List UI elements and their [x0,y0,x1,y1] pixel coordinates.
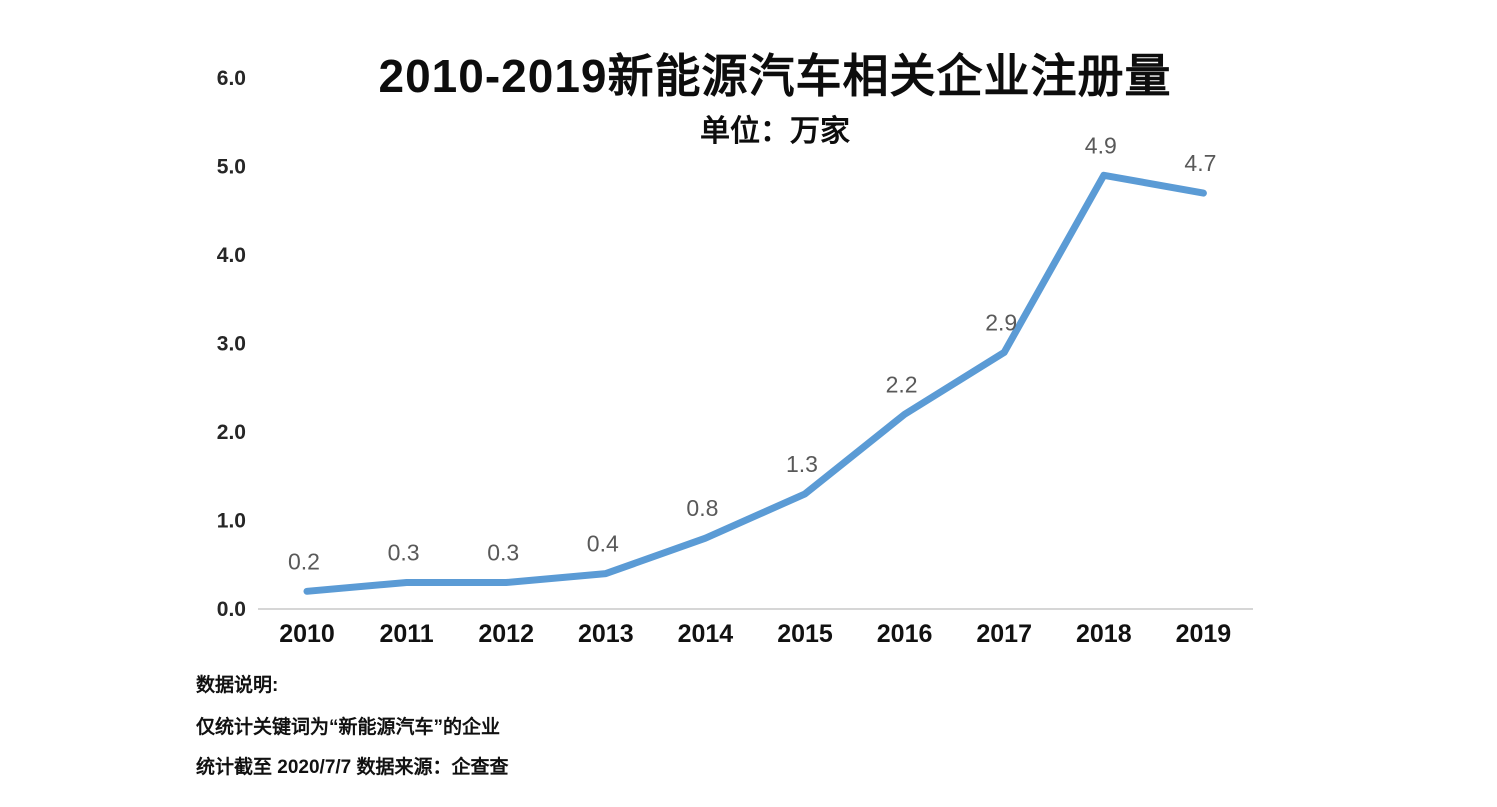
y-axis-tick-label: 5.0 [217,156,246,179]
y-axis-tick-label: 1.0 [217,510,246,533]
x-axis-tick-label: 2016 [877,620,933,648]
data-point-label: 4.7 [1184,150,1216,176]
x-axis-tick-label: 2019 [1176,620,1232,648]
x-axis-tick-label: 2015 [777,620,833,648]
footer-source-note: 统计截至 2020/7/7 数据来源：企查查 [196,757,509,778]
y-axis-tick-label: 3.0 [217,333,246,356]
chart-subtitle: 单位：万家 [700,115,850,148]
x-axis-tick-label: 2014 [678,620,734,648]
footer-scope-note: 仅统计关键词为“新能源汽车”的企业 [196,717,501,738]
x-axis-tick-label: 2010 [279,620,335,648]
data-point-label: 0.3 [487,539,519,565]
x-axis-tick-label: 2013 [578,620,634,648]
x-axis-tick-label: 2017 [976,620,1032,648]
x-axis-tick-label: 2012 [478,620,534,648]
data-point-label: 0.2 [288,548,320,574]
y-axis-tick-label: 6.0 [217,67,246,90]
chart-title: 2010-2019新能源汽车相关企业注册量 [378,50,1172,102]
y-axis-tick-label: 4.0 [217,244,246,267]
data-series-line [303,171,1207,595]
data-point-label: 1.3 [786,451,818,477]
x-axis-tick-label: 2018 [1076,620,1132,648]
footer-heading: 数据说明: [196,675,279,696]
data-point-label: 0.3 [388,539,420,565]
data-point-label: 2.9 [985,309,1017,335]
y-axis-tick-label: 2.0 [217,421,246,444]
y-axis-tick-label: 0.0 [217,598,246,621]
data-point-label: 0.4 [587,531,619,557]
data-point-label: 2.2 [886,371,918,397]
data-point-label: 0.8 [686,495,718,521]
x-axis-tick-label: 2011 [379,620,433,648]
data-point-label: 4.9 [1085,132,1117,158]
